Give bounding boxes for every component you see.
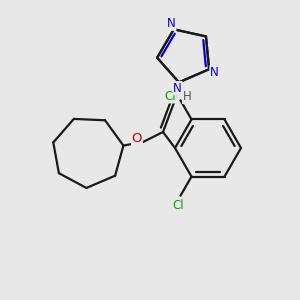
Text: O: O [132,133,142,146]
Text: H: H [183,91,191,103]
Text: Cl: Cl [165,90,176,103]
Text: N: N [167,17,176,30]
Text: Cl: Cl [173,199,184,212]
Text: N: N [210,66,219,79]
Text: N: N [173,82,182,95]
